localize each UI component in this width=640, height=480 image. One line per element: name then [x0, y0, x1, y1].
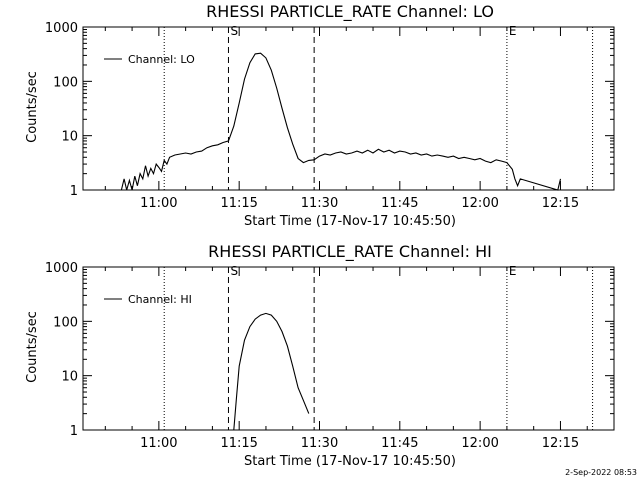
lo-legend-label: Channel: LO — [128, 53, 195, 66]
hi-y-tick-label: 1 — [70, 424, 78, 439]
lo-series-layer — [104, 52, 562, 191]
hi-y-tick-label: 100 — [53, 315, 78, 330]
lo-y-tick-label: 10 — [61, 130, 78, 145]
lo-chart-title: RHESSI PARTICLE_RATE Channel: LO — [206, 2, 494, 22]
hi-ticks-layer: 1 10 100 1000 11:00 11:15 11:30 11:45 12:00 12:15 — [45, 261, 615, 451]
hi-x-tick-label: 11:45 — [381, 436, 418, 451]
hi-series-line — [233, 312, 310, 431]
lo-x-tick-label: 11:30 — [301, 196, 338, 211]
hi-x-tick-label: 12:15 — [542, 436, 579, 451]
lo-y-axis-label: Counts/sec — [25, 71, 40, 143]
lo-x-axis-label: Start Time (17-Nov-17 10:45:50) — [244, 214, 456, 229]
lo-x-tick-label: 11:15 — [220, 196, 257, 211]
lo-marker-label: E — [509, 24, 517, 38]
hi-x-tick-label: 11:15 — [220, 436, 257, 451]
hi-series-layer — [104, 298, 310, 431]
lo-plot-frame — [82, 26, 615, 191]
hi-marker-label: S — [230, 264, 238, 278]
hi-x-axis-label: Start Time (17-Nov-17 10:45:50) — [244, 454, 456, 469]
lo-y-tick-label: 1000 — [45, 21, 78, 36]
hi-y-axis-label: Counts/sec — [25, 311, 40, 383]
hi-y-tick-label: 10 — [61, 370, 78, 385]
hi-x-tick-label: 12:00 — [461, 436, 498, 451]
lo-ticks-layer: 1 10 100 1000 11:00 11:15 11:30 11:45 12:00 12:15 — [45, 21, 615, 211]
footer-timestamp: 2-Sep-2022 08:53 — [565, 468, 637, 477]
lo-y-tick-label: 1 — [70, 184, 78, 199]
lo-x-tick-label: 12:15 — [542, 196, 579, 211]
lo-y-tick-label: 100 — [53, 75, 78, 90]
hi-plot-frame — [82, 266, 615, 431]
hi-legend-label: Channel: HI — [128, 293, 192, 306]
lo-x-tick-label: 12:00 — [461, 196, 498, 211]
lo-x-tick-label: 11:45 — [381, 196, 418, 211]
hi-y-tick-label: 1000 — [45, 261, 78, 276]
hi-channel-panel: RHESSI PARTICLE_RATE Channel: HI Start T… — [25, 242, 615, 469]
lo-x-tick-label: 11:00 — [140, 196, 177, 211]
lo-series-line — [120, 52, 562, 191]
lo-channel-panel: RHESSI PARTICLE_RATE Channel: LO Start T… — [25, 2, 615, 229]
hi-chart-title: RHESSI PARTICLE_RATE Channel: HI — [208, 242, 492, 262]
hi-marker-label: E — [509, 264, 517, 278]
lo-marker-label: S — [230, 24, 238, 38]
hi-x-tick-label: 11:30 — [301, 436, 338, 451]
hi-x-tick-label: 11:00 — [140, 436, 177, 451]
